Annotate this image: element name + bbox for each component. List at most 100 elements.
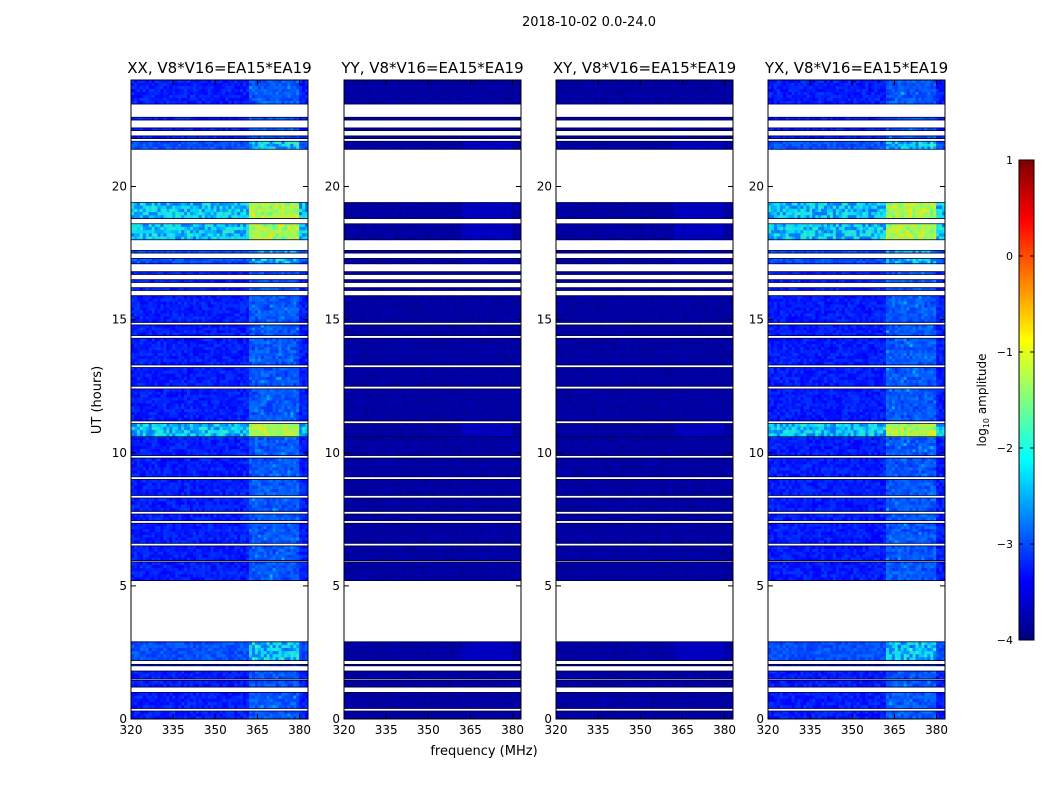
panel-frame xyxy=(555,79,734,720)
x-ticks: 320 335 350 365 380 xyxy=(545,80,736,737)
time-block xyxy=(344,337,521,366)
time-block xyxy=(344,561,521,581)
time-block xyxy=(131,271,308,275)
time-block xyxy=(344,522,521,544)
time-block xyxy=(131,223,308,241)
time-block xyxy=(556,135,733,139)
y-tick-label: 20 xyxy=(112,180,127,194)
time-block xyxy=(556,257,733,265)
time-block xyxy=(131,522,308,544)
time-block xyxy=(131,457,308,478)
heatmap-cells xyxy=(556,80,733,719)
time-block xyxy=(344,691,521,709)
time-block xyxy=(556,670,733,680)
time-block xyxy=(344,271,521,275)
colorbar-tick-label: 0 xyxy=(1006,250,1013,263)
y-tick-label: 20 xyxy=(325,180,340,194)
time-block xyxy=(131,388,308,422)
y-tick-label: 0 xyxy=(119,712,127,726)
time-block xyxy=(556,664,733,667)
heatmap-cells xyxy=(131,80,308,719)
time-block xyxy=(768,423,945,438)
time-block xyxy=(344,257,521,265)
y-tick-label: 15 xyxy=(112,313,127,327)
time-block xyxy=(768,670,945,680)
time-block xyxy=(556,249,733,254)
panel-title: XY, V8*V16=EA15*EA19 xyxy=(553,59,736,77)
time-block xyxy=(344,116,521,121)
time-block xyxy=(131,679,308,688)
heatmap-panel-xx: XX, V8*V16=EA15*EA19 320 335 350 365 380 0 5 10 1… xyxy=(112,59,312,737)
y-ticks: 0 5 10 15 20 xyxy=(112,180,308,726)
time-block xyxy=(556,202,733,219)
time-block xyxy=(768,202,945,219)
time-block xyxy=(344,679,521,688)
time-block xyxy=(131,116,308,121)
time-block xyxy=(131,436,308,456)
y-tick-label: 0 xyxy=(544,712,552,726)
time-block xyxy=(768,478,945,496)
time-block xyxy=(344,664,521,667)
y-tick-label: 10 xyxy=(325,446,340,460)
time-block xyxy=(131,324,308,337)
x-tick-label: 350 xyxy=(417,723,440,737)
panel-title: YY, V8*V16=EA15*EA19 xyxy=(340,59,523,77)
y-tick-label: 5 xyxy=(756,579,764,593)
time-block xyxy=(556,478,733,496)
time-block xyxy=(556,271,733,275)
time-block xyxy=(556,279,733,283)
time-block xyxy=(131,127,308,131)
time-block xyxy=(556,223,733,241)
colorbar-tick-label: 1 xyxy=(1006,154,1013,167)
time-block xyxy=(344,457,521,478)
time-block xyxy=(556,545,733,561)
y-tick-label: 20 xyxy=(537,180,552,194)
time-block xyxy=(131,295,308,323)
x-ticks: 320 335 350 365 380 xyxy=(120,80,311,737)
x-tick-label: 380 xyxy=(713,723,736,737)
colorbar-tick-label: −3 xyxy=(997,538,1013,551)
x-tick-label: 365 xyxy=(883,723,906,737)
x-tick-label: 320 xyxy=(545,723,568,737)
time-block xyxy=(768,522,945,544)
time-block xyxy=(768,324,945,337)
panel-title: XX, V8*V16=EA15*EA19 xyxy=(127,59,311,77)
time-block xyxy=(556,367,733,387)
y-tick-label: 0 xyxy=(332,712,340,726)
x-tick-label: 320 xyxy=(333,723,356,737)
y-tick-label: 15 xyxy=(749,313,764,327)
time-block xyxy=(344,710,521,719)
colorbar-ticks: 1 0 −1 −2 −3 −4 xyxy=(997,154,1034,647)
y-ticks: 0 5 10 15 20 xyxy=(325,180,521,726)
colorbar-tick-label: −1 xyxy=(997,346,1013,359)
heatmap-panel-yy: YY, V8*V16=EA15*EA19 320 335 350 365 380 0 5 10 1… xyxy=(325,59,524,737)
x-tick-label: 335 xyxy=(375,723,398,737)
colorbar-label: log10 amplitude xyxy=(975,354,991,447)
time-block xyxy=(344,202,521,219)
x-ticks: 320 335 350 365 380 xyxy=(333,80,524,737)
y-tick-label: 20 xyxy=(749,180,764,194)
time-block xyxy=(768,127,945,131)
time-block xyxy=(556,457,733,478)
x-tick-label: 350 xyxy=(204,723,227,737)
time-block xyxy=(556,140,733,150)
time-block xyxy=(556,388,733,422)
time-block xyxy=(768,664,945,667)
time-block xyxy=(131,641,308,661)
time-block xyxy=(556,436,733,456)
time-block xyxy=(768,641,945,661)
x-tick-label: 320 xyxy=(120,723,143,737)
time-block xyxy=(768,257,945,265)
time-block xyxy=(344,223,521,241)
time-block xyxy=(131,513,308,522)
time-block xyxy=(768,436,945,456)
colorbar-tick-label: −2 xyxy=(997,442,1013,455)
colorbar: 1 0 −1 −2 −3 −4 log10 amplitude xyxy=(975,154,1035,647)
y-tick-label: 15 xyxy=(325,313,340,327)
x-tick-label: 380 xyxy=(288,723,311,737)
time-block xyxy=(768,513,945,522)
time-block xyxy=(556,324,733,337)
time-block xyxy=(768,249,945,254)
x-axis-label: frequency (MHz) xyxy=(430,744,537,759)
figure-suptitle: 2018-10-02 0.0-24.0 xyxy=(522,15,656,30)
